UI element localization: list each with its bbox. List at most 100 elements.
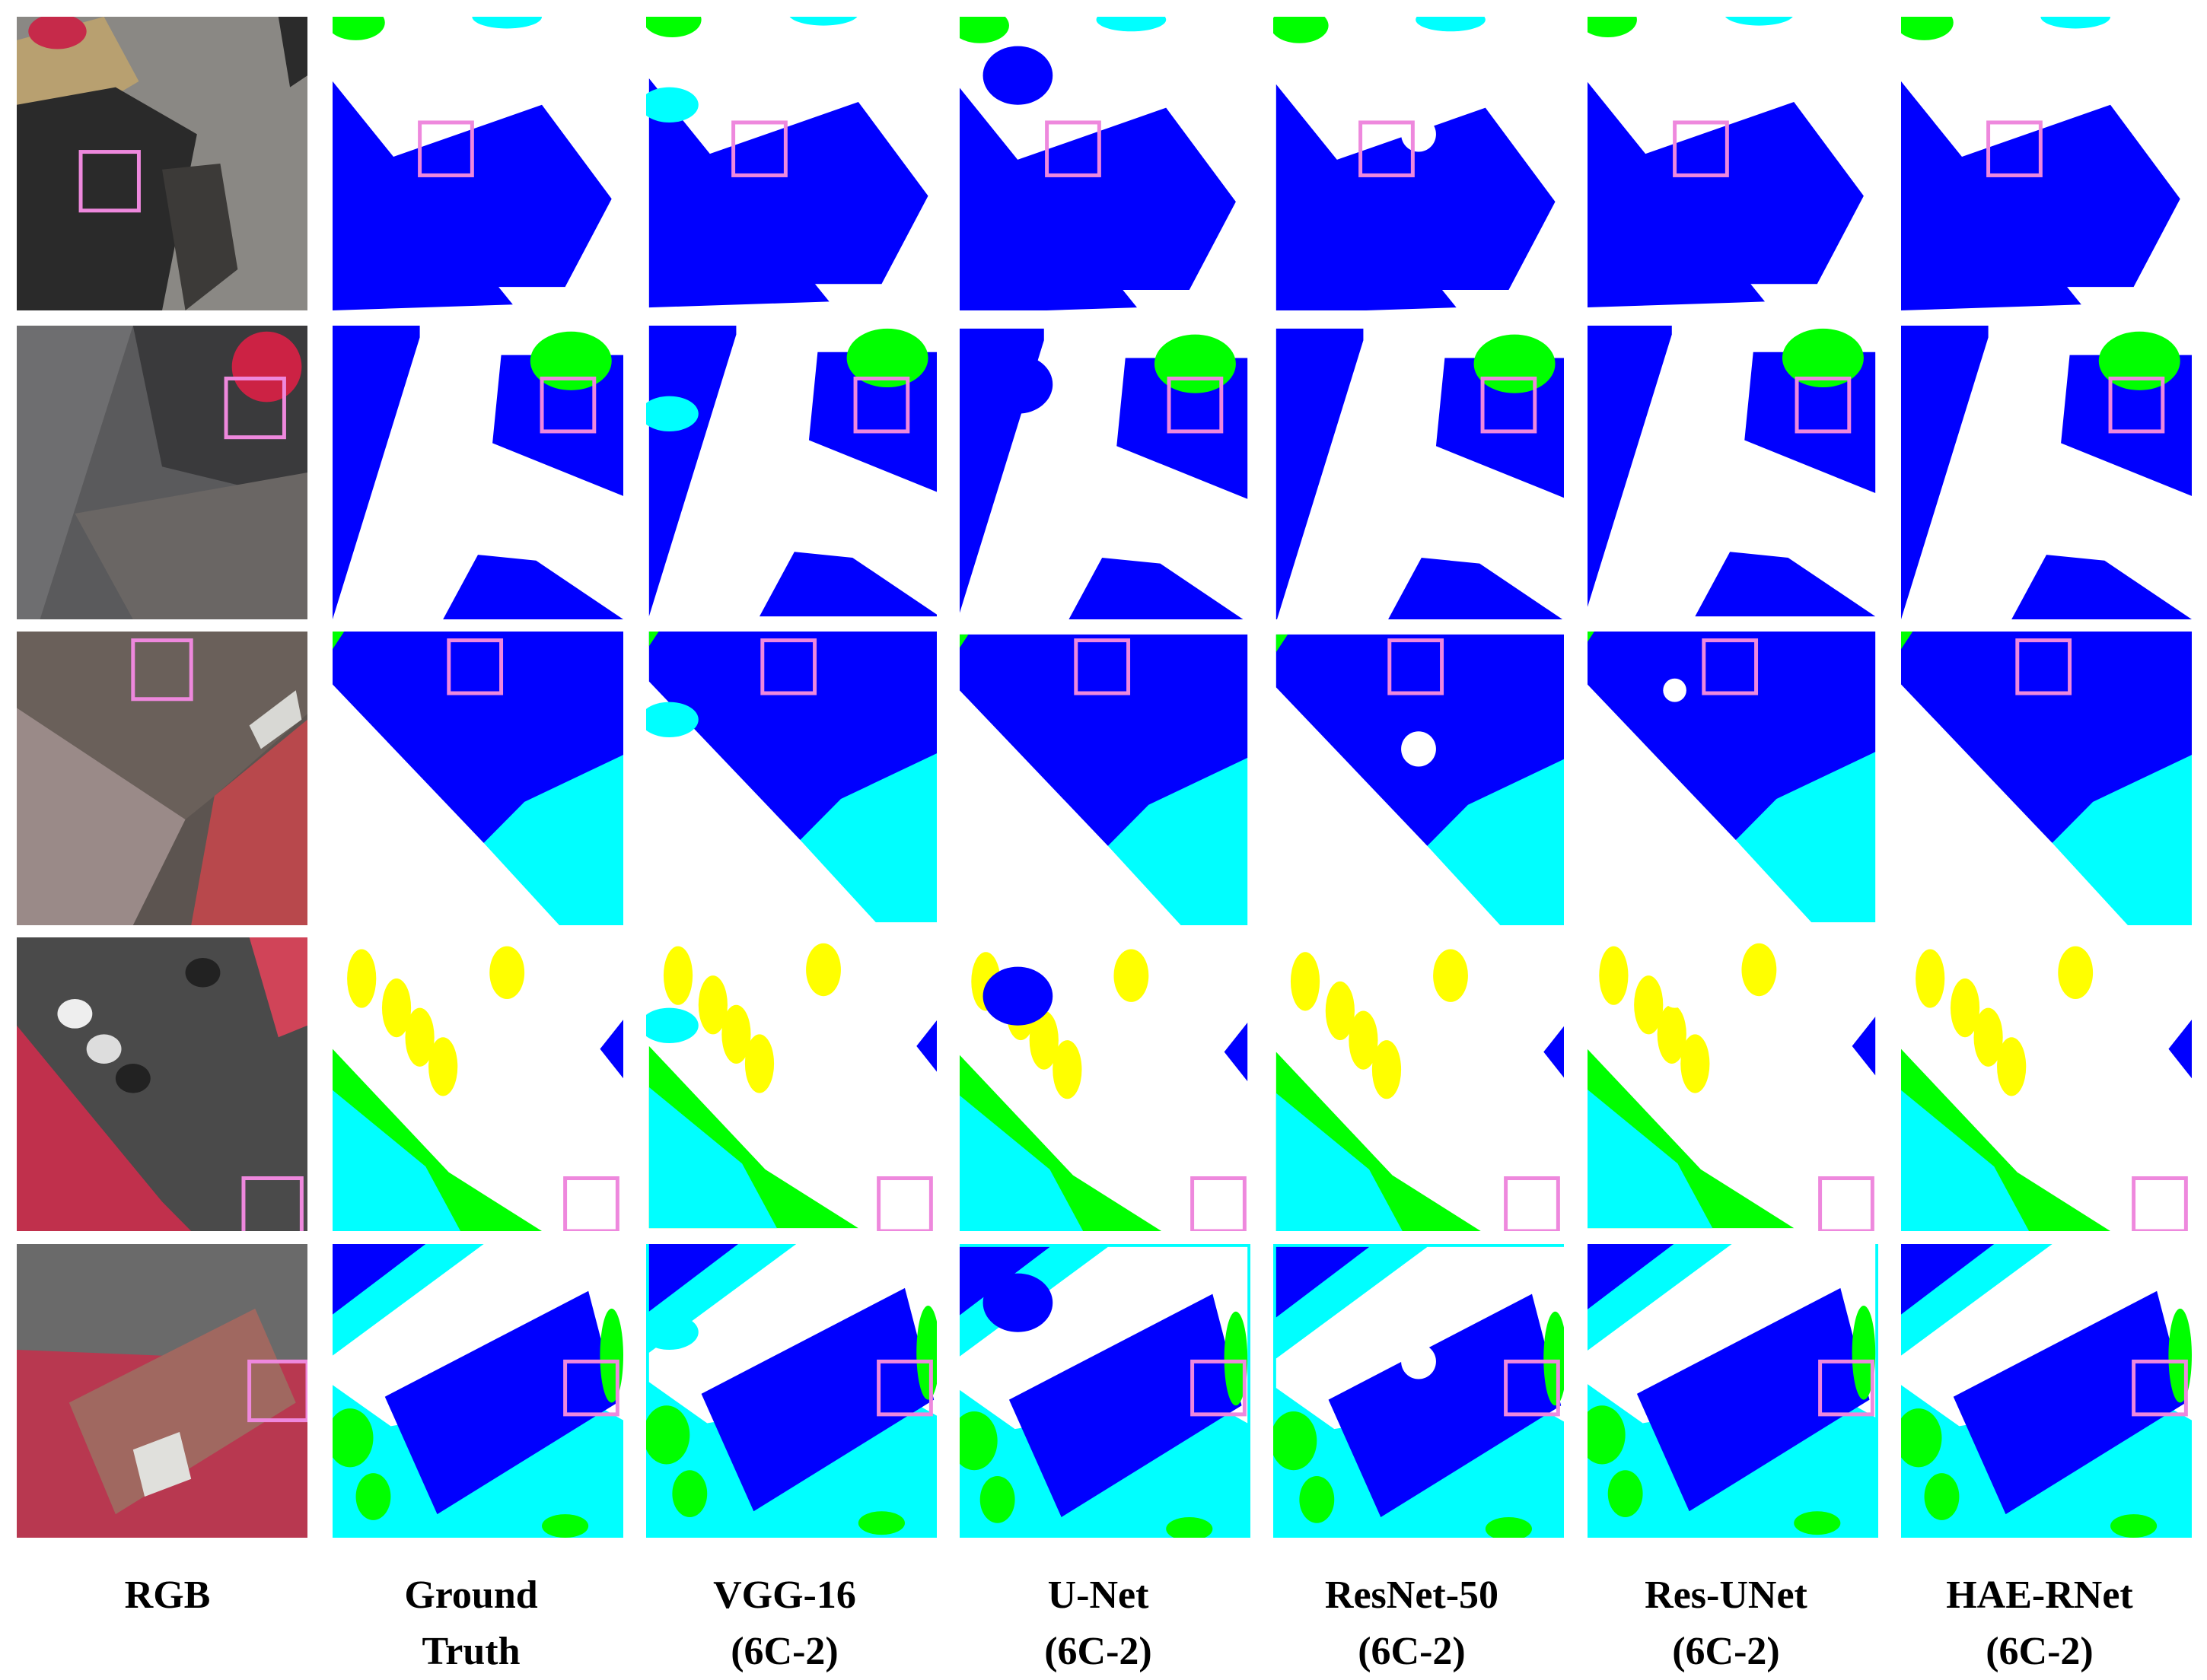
highlight-box: [563, 1359, 619, 1417]
rgb-texture: [132, 1432, 192, 1497]
segmentation-panel: [960, 937, 1250, 1231]
class-region: [1636, 1287, 1870, 1512]
highlight-box: [2132, 1176, 2188, 1231]
prediction-artifact: [646, 702, 699, 737]
class-region: [646, 1405, 690, 1465]
prediction-artifact: [1401, 425, 1436, 461]
rgb-image-panel: [17, 937, 307, 1231]
highlight-box: [853, 376, 910, 434]
class-region: [588, 263, 623, 310]
class-region: [1166, 1516, 1213, 1538]
rgb-texture: [17, 326, 133, 619]
class-region: [1299, 1475, 1335, 1523]
segmentation-panel: [1588, 326, 1878, 619]
rgb-image-panel: [17, 326, 307, 619]
highlight-box: [224, 376, 286, 440]
prediction-artifact: [646, 1007, 699, 1043]
rgb-texture: [278, 17, 307, 88]
rgb-texture: [249, 690, 302, 749]
class-region: [428, 1037, 458, 1096]
segmentation-panel: [333, 1244, 623, 1538]
class-region: [648, 1244, 937, 1424]
class-region: [1744, 352, 1876, 494]
rgb-texture: [75, 473, 307, 619]
class-region: [347, 949, 377, 1008]
rgb-texture: [115, 1063, 151, 1093]
class-region: [333, 1408, 374, 1468]
class-region: [1349, 1010, 1378, 1070]
highlight-box: [1045, 120, 1101, 177]
highlight-box: [2132, 1359, 2188, 1417]
class-region: [1485, 1516, 1532, 1538]
highlight-box: [877, 1176, 933, 1231]
prediction-artifact: [1401, 1037, 1436, 1073]
class-region: [1852, 1306, 1876, 1400]
class-region: [333, 1244, 623, 1427]
rgb-texture: [17, 708, 186, 925]
segmentation-panel: [960, 17, 1250, 310]
segmentation-panel: [1273, 17, 1564, 310]
rgb-texture: [17, 632, 307, 820]
class-region: [858, 1511, 905, 1535]
highlight-box: [1387, 638, 1444, 695]
highlight-box: [1074, 638, 1131, 695]
class-region: [1116, 358, 1248, 499]
class-region: [1794, 1511, 1841, 1535]
class-region: [663, 946, 693, 1005]
column-label-unet: U-Net (6C-2): [1044, 1573, 1152, 1673]
class-region: [2098, 331, 2180, 390]
rgb-texture: [191, 719, 307, 925]
class-region: [1852, 1017, 1876, 1076]
class-region: [1275, 1093, 1403, 1231]
class-region: [1782, 328, 1864, 388]
class-region: [1273, 1411, 1317, 1471]
class-region: [1695, 552, 1876, 617]
class-region: [489, 946, 525, 1000]
highlight-box: [78, 150, 141, 213]
class-region: [744, 1034, 775, 1093]
prediction-artifact: [646, 1314, 699, 1350]
class-region: [405, 1007, 435, 1067]
class-region: [1154, 334, 1236, 393]
class-region: [2157, 263, 2192, 310]
class-region: [1113, 949, 1149, 1002]
class-region: [960, 17, 1009, 43]
prediction-artifact: [982, 1273, 1053, 1332]
class-region: [1107, 757, 1248, 925]
column-label-resnet50: ResNet-50 (6C-2): [1324, 1573, 1499, 1673]
class-region: [1953, 1290, 2186, 1515]
class-region: [1741, 943, 1777, 997]
highlight-box: [131, 638, 193, 702]
segmentation-panel: [1901, 17, 2192, 310]
prediction-artifact: [646, 87, 699, 123]
class-region: [1588, 1089, 1713, 1229]
class-region: [1924, 1473, 1960, 1520]
class-region: [1029, 1010, 1059, 1070]
class-region: [648, 1087, 777, 1229]
class-region: [759, 552, 937, 617]
highlight-box: [877, 1359, 933, 1417]
highlight-box: [247, 1359, 307, 1423]
class-region: [2168, 1308, 2192, 1403]
segmentation-panel: [1588, 17, 1878, 310]
segmentation-panel: [333, 326, 623, 619]
class-region: [1273, 17, 1329, 43]
class-region: [1634, 975, 1664, 1035]
class-region: [1642, 101, 1864, 285]
class-region: [1275, 328, 1364, 619]
column-label-rgb: RGB: [124, 1573, 211, 1617]
class-region: [1959, 104, 2180, 288]
highlight-box: [2108, 376, 2165, 434]
class-region: [960, 1246, 1248, 1430]
rgb-image-panel: [17, 1244, 307, 1538]
class-region: [646, 17, 702, 38]
rgb-image-panel: [17, 17, 307, 310]
segmentation-panel: [646, 1244, 937, 1538]
prediction-artifact: [1401, 1344, 1436, 1379]
segmentation-panel: [333, 937, 623, 1231]
rgb-texture: [162, 164, 238, 310]
class-region: [1433, 949, 1468, 1002]
class-region: [1588, 1405, 1626, 1465]
class-region: [1607, 1470, 1643, 1517]
highlight-box: [1480, 376, 1537, 434]
